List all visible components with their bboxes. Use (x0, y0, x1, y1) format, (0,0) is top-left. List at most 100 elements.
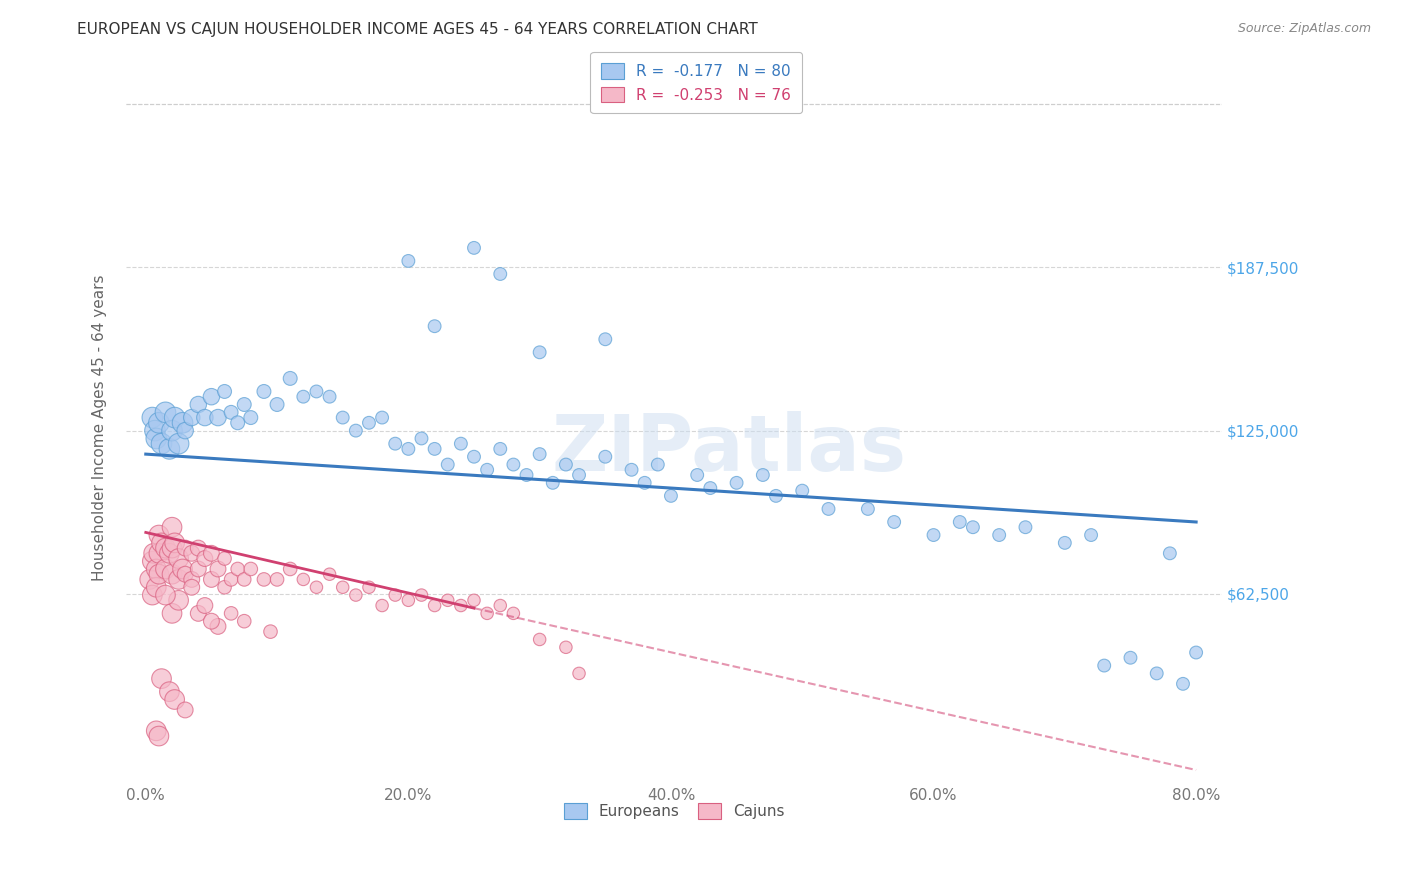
Point (214, 580, 236, 594)
Point (634, 475, 657, 490)
Point (187, 607, 209, 621)
Point (194, 410, 217, 425)
Point (436, 593, 458, 607)
Point (817, 502, 839, 516)
Point (1146, 666, 1168, 681)
Point (344, 424, 367, 438)
Point (1092, 658, 1115, 673)
Point (489, 267, 512, 281)
Point (568, 666, 591, 681)
Point (207, 410, 229, 425)
Point (148, 528, 170, 542)
Point (765, 489, 787, 503)
Point (266, 573, 288, 587)
Point (292, 573, 315, 587)
Point (180, 580, 202, 594)
Point (278, 371, 301, 385)
Point (595, 450, 617, 464)
Point (1171, 677, 1194, 691)
Point (157, 684, 180, 698)
Point (411, 588, 433, 602)
Point (214, 551, 236, 566)
Point (1119, 650, 1142, 665)
Point (148, 546, 170, 560)
Point (233, 614, 256, 628)
Point (155, 588, 177, 602)
Point (187, 397, 209, 411)
Point (187, 541, 209, 555)
Point (620, 463, 643, 477)
Point (949, 515, 972, 529)
Point (167, 573, 190, 587)
Point (1185, 646, 1208, 660)
Point (174, 703, 197, 717)
Point (200, 614, 222, 628)
Text: Source: ZipAtlas.com: Source: ZipAtlas.com (1237, 22, 1371, 36)
Point (145, 432, 167, 446)
Point (883, 515, 905, 529)
Point (219, 573, 242, 587)
Point (475, 463, 498, 477)
Point (436, 458, 458, 472)
Point (141, 554, 163, 568)
Point (450, 436, 472, 450)
Point (1080, 528, 1102, 542)
Point (148, 416, 170, 430)
Point (160, 567, 183, 582)
Point (318, 567, 340, 582)
Point (148, 729, 170, 743)
Point (357, 416, 380, 430)
Point (332, 410, 354, 425)
Point (502, 458, 524, 472)
Point (200, 573, 222, 587)
Point (266, 397, 288, 411)
Point (463, 593, 485, 607)
Point (515, 468, 537, 483)
Point (142, 546, 165, 560)
Point (174, 541, 197, 555)
Point (792, 483, 814, 498)
Point (143, 424, 166, 438)
Point (686, 468, 709, 483)
Point (1053, 536, 1076, 550)
Point (207, 619, 229, 633)
Point (163, 692, 186, 706)
Point (163, 536, 186, 550)
Point (200, 546, 222, 560)
Point (219, 405, 242, 419)
Point (194, 599, 217, 613)
Point (962, 520, 984, 534)
Point (259, 624, 281, 639)
Point (160, 424, 183, 438)
Point (423, 599, 446, 613)
Point (411, 432, 433, 446)
Point (145, 723, 167, 738)
Point (357, 580, 380, 594)
Point (396, 254, 419, 268)
Point (384, 436, 406, 450)
Point (647, 458, 669, 472)
Point (138, 573, 160, 587)
Point (226, 562, 249, 576)
Point (659, 489, 682, 503)
Point (160, 520, 183, 534)
Point (150, 672, 173, 686)
Point (157, 442, 180, 456)
Point (725, 475, 748, 490)
Point (207, 562, 229, 576)
Point (541, 475, 564, 490)
Point (167, 551, 190, 566)
Point (529, 632, 551, 647)
Point (150, 536, 173, 550)
Point (423, 319, 446, 334)
Point (157, 546, 180, 560)
Point (305, 580, 328, 594)
Point (554, 640, 576, 655)
Point (1159, 546, 1181, 560)
Point (699, 481, 721, 495)
Point (174, 424, 197, 438)
Point (233, 573, 256, 587)
Point (463, 450, 485, 464)
Point (318, 390, 340, 404)
Point (988, 528, 1011, 542)
